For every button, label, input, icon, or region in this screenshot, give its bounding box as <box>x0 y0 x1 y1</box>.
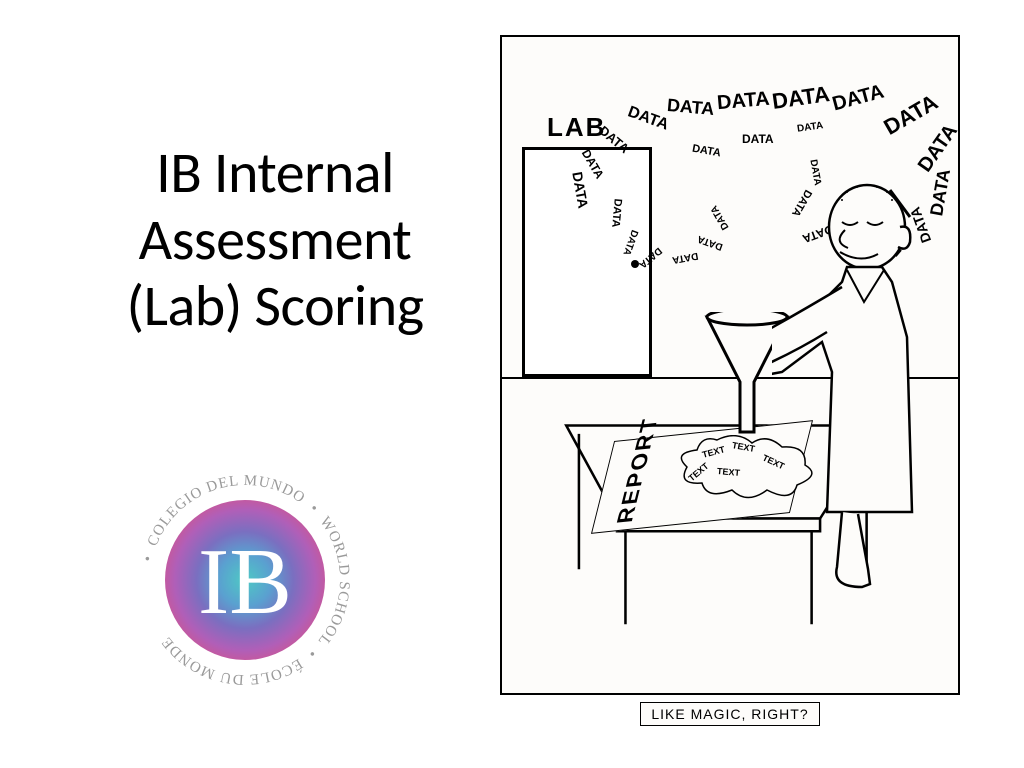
cartoon-panel: LAB DATADATADATADATADATADATADATADATADATA… <box>500 35 960 695</box>
ib-logo-text: IB <box>198 530 292 634</box>
scientist-figure <box>772 172 952 572</box>
title-line-2: Assessment <box>60 207 490 274</box>
title-line-1: IB Internal <box>60 140 490 207</box>
data-word: DATA <box>620 228 639 256</box>
data-word: DATA <box>671 250 699 265</box>
text-word: TEXT <box>717 466 741 478</box>
cartoon-caption: LIKE MAGIC, RIGHT? <box>640 702 820 726</box>
slide-title: IB Internal Assessment (Lab) Scoring <box>60 140 490 340</box>
data-word: DATA <box>716 88 770 115</box>
data-word: DATA <box>691 143 722 160</box>
ib-logo: IB • COLEGIO DEL MUNDO • WORLD SCHOOL • … <box>130 465 360 695</box>
data-word: DATA <box>796 120 824 135</box>
data-word: DATA <box>596 123 632 156</box>
data-word: DATA <box>742 132 774 146</box>
data-word: DATA <box>666 95 715 120</box>
data-word: DATA <box>709 203 732 231</box>
data-word: DATA <box>637 245 664 270</box>
data-word: DATA <box>770 81 831 115</box>
data-word: DATA <box>879 89 942 140</box>
data-word: DATA <box>696 233 724 252</box>
data-word: DATA <box>609 198 623 228</box>
title-line-3: (Lab) Scoring <box>60 273 490 340</box>
data-word: DATA <box>625 103 671 134</box>
data-word: DATA <box>569 170 591 209</box>
slide: IB Internal Assessment (Lab) Scoring IB … <box>0 0 1024 768</box>
data-word: DATA <box>830 81 887 117</box>
